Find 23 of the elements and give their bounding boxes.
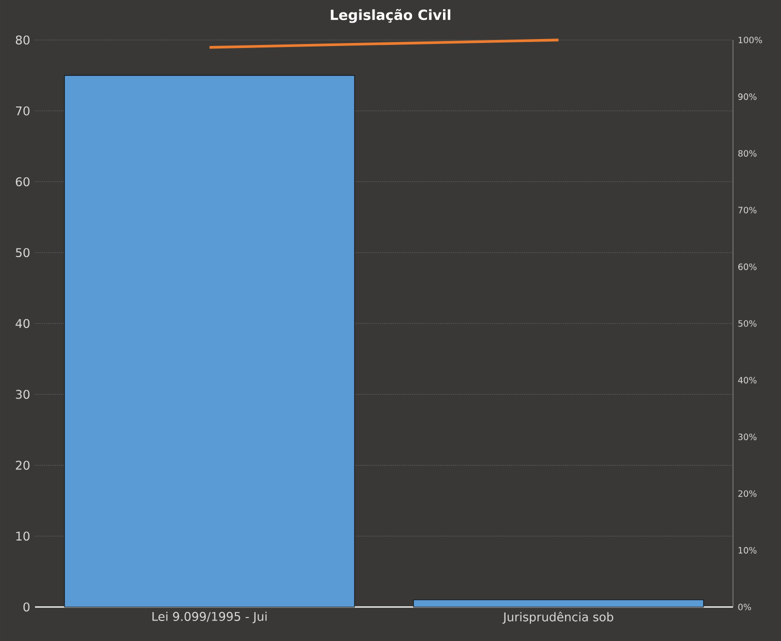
y-tick-label: 30 <box>16 390 30 399</box>
y2-tick-label: 20% <box>738 490 756 497</box>
y2-tick-label: 70% <box>738 206 756 214</box>
y2-tick-label: 40% <box>738 376 756 384</box>
y-tick-label: 10 <box>16 532 30 541</box>
x-tick-label: Jurisprudência sob <box>502 612 614 624</box>
x-tick-label: Lei 9.099/1995 - Jui <box>152 612 267 624</box>
y2-tick-label: 10% <box>738 547 756 554</box>
y2-tick-label: 80% <box>738 150 756 157</box>
y2-tick-label: 90% <box>738 93 756 100</box>
y2-tick-label: 30% <box>738 434 756 440</box>
y2-tick-label: 50% <box>738 320 756 327</box>
y-tick-label: 50 <box>16 248 30 258</box>
chart-title: Legislação Civil <box>330 9 450 23</box>
y-tick-label: 40 <box>16 318 30 328</box>
y2-tick-label: 60% <box>738 264 756 270</box>
y2-tick-label: 100% <box>738 36 762 44</box>
y2-tick-label: 0% <box>738 604 751 610</box>
y-tick-label: 60 <box>16 177 30 186</box>
y-tick-label: 80 <box>16 35 30 45</box>
y-tick-label: 20 <box>16 460 30 470</box>
y-tick-label: 0 <box>23 602 30 612</box>
y-tick-label: 70 <box>16 106 30 116</box>
